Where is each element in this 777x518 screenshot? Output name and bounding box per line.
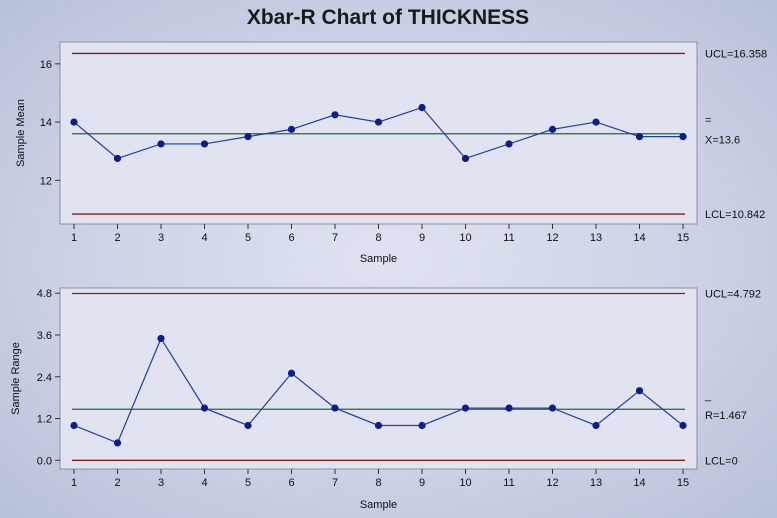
- ucl-label: UCL=4.792: [705, 288, 761, 300]
- data-point: [592, 421, 600, 430]
- x-tick-label: 7: [332, 232, 338, 244]
- x-tick-label: 6: [288, 232, 294, 244]
- data-point: [113, 439, 122, 447]
- y-tick-label: 16: [40, 59, 52, 71]
- y-axis-label: Sample Range: [10, 342, 22, 415]
- x-tick-label: 3: [158, 477, 164, 489]
- y-tick-label: 3.6: [37, 330, 52, 342]
- x-tick-label: 9: [419, 477, 425, 489]
- x-tick-label: 11: [503, 232, 514, 244]
- data-point: [418, 103, 426, 112]
- x-tick-label: 1: [71, 232, 77, 244]
- center-label: X=13.6: [705, 135, 740, 147]
- x-axis-label: Sample: [360, 499, 397, 511]
- center-label: R=1.467: [705, 410, 747, 422]
- x-tick-label: 14: [633, 232, 645, 244]
- y-tick-label: 1.2: [37, 414, 52, 426]
- data-point: [461, 404, 470, 412]
- x-tick-label: 1: [71, 477, 77, 489]
- x-tick-label: 2: [114, 232, 120, 244]
- chart-title: Xbar-R Chart of THICKNESS: [247, 6, 529, 29]
- x-tick-label: 9: [419, 232, 425, 244]
- lcl-label: LCL=10.842: [705, 209, 765, 221]
- x-tick-label: 12: [546, 477, 558, 489]
- x-tick-label: 13: [590, 477, 602, 489]
- data-point: [592, 118, 600, 126]
- ucl-label: UCL=16.358: [705, 48, 767, 60]
- y-axis-label: Sample Mean: [15, 99, 27, 167]
- x-tick-label: 8: [375, 477, 381, 489]
- data-point: [505, 404, 513, 412]
- data-point: [635, 387, 644, 395]
- data-point: [635, 133, 644, 141]
- x-tick-label: 15: [677, 477, 689, 489]
- center-label-bar: =: [705, 115, 711, 127]
- x-tick-label: 15: [677, 232, 689, 244]
- data-point: [331, 404, 339, 412]
- data-point: [374, 421, 383, 430]
- y-tick-label: 12: [40, 175, 52, 187]
- x-tick-label: 13: [590, 232, 602, 244]
- x-tick-label: 10: [459, 477, 471, 489]
- x-tick-label: 3: [158, 232, 164, 244]
- data-point: [331, 111, 339, 119]
- data-point: [548, 125, 557, 133]
- x-tick-label: 14: [633, 477, 645, 489]
- data-point: [70, 421, 78, 430]
- data-point: [679, 133, 687, 141]
- center-label-bar: _: [704, 390, 712, 402]
- data-point: [200, 404, 209, 412]
- data-point: [113, 154, 122, 163]
- x-tick-label: 7: [332, 477, 338, 489]
- data-point: [244, 133, 252, 141]
- x-tick-label: 5: [245, 232, 251, 244]
- data-point: [287, 369, 296, 377]
- y-tick-label: 2.4: [37, 372, 52, 384]
- data-point: [374, 118, 383, 126]
- x-tick-label: 10: [459, 232, 471, 244]
- data-point: [244, 421, 252, 430]
- x-tick-label: 4: [201, 232, 207, 244]
- data-point: [505, 140, 513, 148]
- x-tick-label: 2: [114, 477, 120, 489]
- x-tick-label: 5: [245, 477, 251, 489]
- data-point: [200, 140, 209, 148]
- data-point: [157, 140, 165, 148]
- x-tick-label: 8: [375, 232, 381, 244]
- plot-frame: [59, 287, 698, 470]
- x-tick-label: 6: [288, 477, 294, 489]
- data-point: [418, 421, 426, 430]
- x-axis-label: Sample: [360, 253, 397, 265]
- y-tick-label: 14: [40, 117, 52, 129]
- data-point: [679, 421, 687, 430]
- data-point: [70, 118, 78, 126]
- y-tick-label: 0.0: [37, 455, 52, 467]
- x-tick-label: 11: [503, 477, 514, 489]
- x-tick-label: 12: [546, 232, 558, 244]
- y-tick-label: 4.8: [37, 288, 52, 300]
- range-panel: 0.01.22.43.64.81 2 3 4 5 6 7 8 9 10 11 12 13 14 15UCL=…: [10, 287, 761, 511]
- plot-frame: [59, 41, 698, 225]
- data-point: [461, 154, 470, 163]
- lcl-label: LCL=0: [705, 455, 738, 467]
- x-tick-label: 4: [201, 477, 207, 489]
- data-point: [287, 125, 296, 133]
- data-point: [157, 334, 165, 343]
- data-point: [548, 404, 557, 412]
